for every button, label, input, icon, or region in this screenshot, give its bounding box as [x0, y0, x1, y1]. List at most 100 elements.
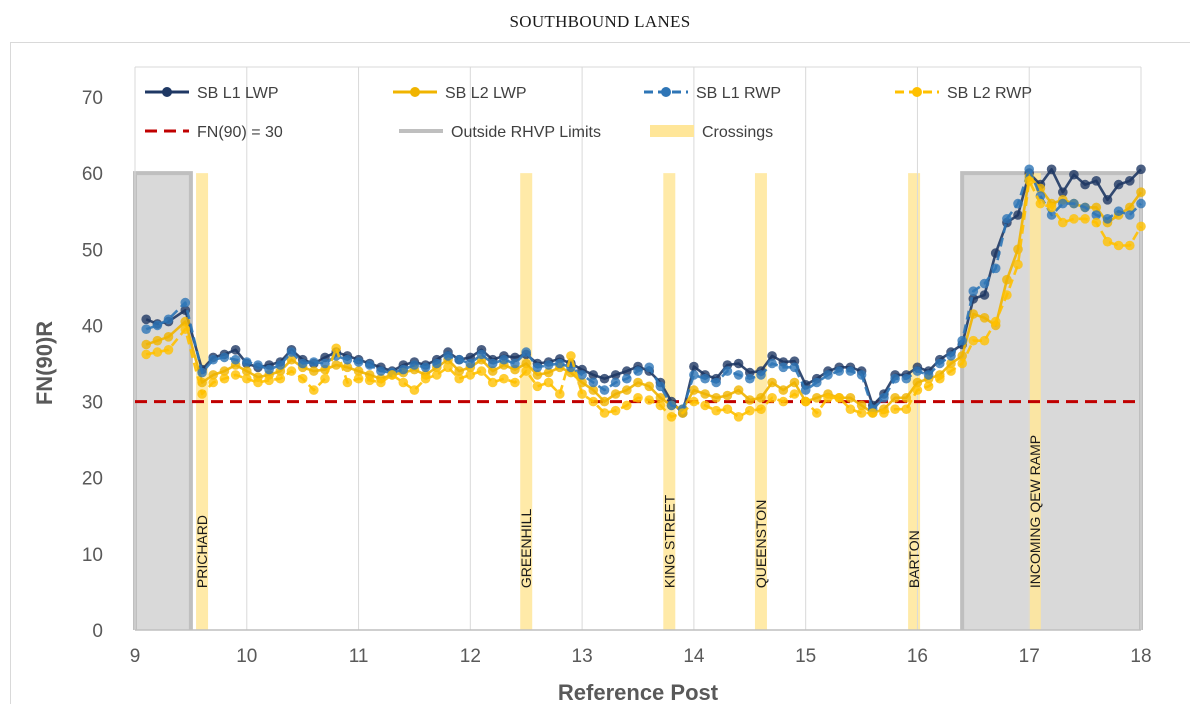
data-point-sb-l2-lwp	[722, 390, 733, 401]
x-tick-label: 15	[795, 646, 816, 667]
data-point-sb-l2-rwp	[767, 393, 777, 403]
data-point-sb-l1-rwp	[342, 354, 353, 365]
data-point-sb-l1-rwp	[409, 360, 420, 370]
data-point-sb-l2-rwp	[465, 370, 476, 380]
data-point-sb-l2-rwp	[1058, 217, 1068, 228]
data-point-sb-l1-rwp	[722, 366, 733, 376]
data-point-sb-l2-rwp	[946, 366, 956, 376]
data-point-sb-l2-lwp	[219, 366, 230, 376]
y-axis-title: FN(90)R	[32, 321, 57, 405]
data-point-sb-l1-rwp	[689, 370, 699, 380]
data-point-sb-l2-lwp	[152, 335, 163, 346]
data-point-sb-l2-rwp	[733, 412, 744, 422]
y-tick-label: 40	[82, 316, 103, 337]
data-point-sb-l1-lwp	[1058, 187, 1068, 197]
data-point-sb-l1-lwp	[1113, 179, 1124, 190]
legend-sb-l1-rwp-label: SB L1 RWP	[696, 85, 781, 102]
data-point-sb-l2-lwp	[242, 366, 252, 376]
data-point-sb-l2-lwp	[745, 395, 755, 405]
data-point-sb-l1-rwp	[1002, 214, 1012, 224]
data-point-sb-l1-rwp	[320, 358, 330, 369]
data-point-sb-l2-rwp	[342, 377, 353, 388]
data-point-sb-l2-lwp	[353, 366, 364, 376]
data-point-sb-l1-rwp	[633, 366, 643, 376]
data-point-sb-l1-rwp	[476, 349, 487, 360]
data-point-sb-l2-rwp	[1002, 290, 1012, 300]
crossing-label: QUEENSTON	[753, 500, 769, 588]
data-point-sb-l2-rwp	[599, 408, 610, 418]
data-point-sb-l2-rwp	[610, 405, 621, 416]
data-point-sb-l1-rwp	[946, 351, 956, 361]
data-point-sb-l1-rwp	[454, 354, 465, 365]
data-point-sb-l1-rwp	[499, 354, 509, 365]
data-point-sb-l1-lwp	[1102, 195, 1113, 205]
data-point-sb-l2-rwp	[823, 393, 833, 403]
data-point-sb-l1-rwp	[443, 351, 453, 361]
data-point-sb-l1-rwp	[364, 360, 375, 370]
data-point-sb-l2-lwp	[979, 313, 990, 323]
data-point-sb-l2-rwp	[555, 389, 565, 399]
data-point-sb-l2-lwp	[521, 358, 531, 369]
chart-frame	[10, 42, 1190, 704]
data-point-sb-l2-lwp	[767, 377, 777, 388]
data-point-sb-l1-rwp	[465, 358, 476, 369]
data-point-sb-l2-lwp	[309, 366, 319, 376]
data-point-sb-l2-lwp	[968, 309, 979, 319]
data-point-sb-l2-rwp	[1136, 221, 1146, 232]
data-point-sb-l1-rwp	[935, 358, 945, 369]
data-point-sb-l1-rwp	[1024, 164, 1034, 175]
x-tick-label: 14	[683, 646, 705, 667]
data-point-sb-l1-rwp	[767, 358, 777, 369]
data-point-sb-l1-rwp	[1136, 198, 1146, 209]
data-point-sb-l1-lwp	[689, 361, 699, 372]
data-point-sb-l2-rwp	[901, 404, 912, 415]
data-point-sb-l2-lwp	[890, 393, 900, 403]
data-point-sb-l2-rwp	[856, 408, 867, 418]
data-point-sb-l2-rwp	[1069, 214, 1079, 224]
data-point-sb-l2-rwp	[208, 377, 218, 388]
data-point-sb-l1-rwp	[879, 393, 889, 403]
data-point-sb-l2-rwp	[722, 404, 733, 415]
data-point-sb-l2-rwp	[510, 377, 520, 388]
y-tick-label: 0	[92, 621, 103, 642]
data-point-sb-l2-rwp	[1091, 217, 1102, 228]
data-point-sb-l2-lwp	[532, 370, 543, 380]
data-point-sb-l1-lwp	[1136, 164, 1146, 175]
data-point-sb-l1-rwp	[208, 354, 218, 365]
data-point-sb-l2-rwp	[957, 358, 967, 369]
data-point-sb-l1-lwp	[230, 345, 241, 355]
data-point-sb-l2-rwp	[253, 377, 263, 388]
data-point-sb-l1-rwp	[180, 297, 191, 308]
y-tick-label: 60	[82, 164, 103, 185]
data-point-sb-l1-rwp	[901, 373, 912, 384]
data-point-sb-l2-rwp	[778, 396, 789, 407]
data-point-sb-l1-rwp	[733, 370, 744, 380]
data-point-sb-l2-rwp	[923, 381, 934, 392]
data-point-sb-l1-lwp	[1125, 176, 1135, 186]
data-point-sb-l1-lwp	[622, 366, 632, 376]
data-point-sb-l1-rwp	[1058, 198, 1068, 209]
data-point-sb-l2-lwp	[789, 377, 800, 388]
data-point-sb-l2-lwp	[331, 360, 342, 370]
crossing-label: GREENHILL	[518, 509, 534, 589]
data-point-sb-l2-rwp	[443, 362, 453, 373]
data-point-sb-l2-rwp	[331, 343, 342, 354]
data-point-sb-l2-rwp	[979, 335, 990, 346]
data-point-sb-l2-rwp	[543, 377, 554, 388]
data-point-sb-l2-rwp	[745, 405, 755, 416]
y-tick-label: 10	[82, 545, 103, 566]
data-point-sb-l2-lwp	[644, 381, 654, 392]
data-point-sb-l2-rwp	[867, 408, 878, 418]
data-point-sb-l1-lwp	[733, 358, 744, 369]
x-tick-label: 17	[1019, 646, 1040, 667]
x-tick-label: 9	[130, 646, 141, 667]
data-point-sb-l2-rwp	[890, 404, 900, 415]
data-point-sb-l1-rwp	[376, 366, 386, 376]
data-point-sb-l2-rwp	[655, 400, 666, 411]
data-point-sb-l1-rwp	[197, 367, 207, 378]
data-point-sb-l2-lwp	[689, 385, 699, 395]
data-point-sb-l1-rwp	[420, 362, 431, 373]
data-point-sb-l1-rwp	[957, 335, 967, 346]
data-point-sb-l2-lwp	[180, 316, 191, 327]
data-point-sb-l2-rwp	[476, 366, 487, 376]
